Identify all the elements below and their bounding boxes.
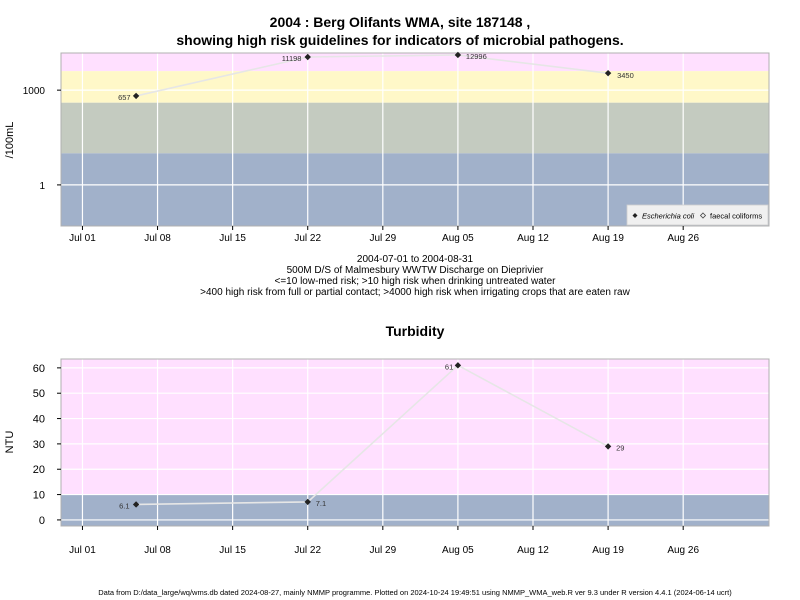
data-point-0-1 [304,53,311,61]
x-tick-label-0-1: Jul 08 [144,233,171,244]
x-tick-label-0-5: Aug 05 [442,233,474,244]
data-label-1-1: 7.1 [316,499,326,508]
legend-marker-0 [632,213,638,218]
y-tick-label-1-1: 10 [33,490,45,502]
data-point-0-0 [132,92,140,100]
data-label-0-1: 11198 [282,54,302,63]
chart-title-line2: showing high risk guidelines for indicat… [176,32,624,48]
series-line-1 [136,364,609,506]
data-point-1-0 [132,501,140,508]
data-label-0-3: 3450 [617,71,634,80]
footer-note: Data from D:/data_large/wq/wms.db dated … [98,588,732,597]
risk-guideline-2: >400 high risk from full or partial cont… [200,287,630,298]
y-tick-label-1-0: 0 [39,515,45,527]
date-range: 2004-07-01 to 2004-08-31 [356,254,474,265]
data-label-0-0: 657 [118,93,131,102]
data-label-1-2: 61 [445,362,453,371]
data-label-1-0: 6.1 [119,501,129,510]
x-tick-label-0-7: Aug 19 [592,233,624,244]
x-tick-label-0-3: Jul 22 [294,233,321,244]
x-tick-label-1-3: Jul 22 [294,545,321,556]
risk-band-0-0 [61,53,769,72]
data-point-1-3 [604,443,612,450]
plot-frame-1 [60,358,770,527]
y-axis-label-1: NTU [4,431,16,454]
x-tick-label-1-4: Jul 29 [369,545,396,556]
risk-band-1-1 [61,494,769,526]
x-tick-label-0-0: Jul 01 [69,233,96,244]
legend-label-1: faecal coliforms [710,212,762,221]
data-point-0-2 [454,51,462,59]
risk-band-0-1 [61,71,769,103]
x-tick-label-0-4: Jul 29 [369,233,396,244]
x-tick-label-1-5: Aug 05 [442,545,474,556]
x-tick-label-1-7: Aug 19 [592,545,624,556]
y-tick-label-1-4: 40 [33,414,45,426]
legend-label-0: Escherichia coli [642,212,694,221]
x-tick-label-1-6: Aug 12 [517,545,549,556]
data-label-1-3: 29 [616,443,624,452]
data-point-1-1 [304,498,311,506]
y-tick-label-1-2: 20 [33,464,45,476]
data-point-0-3 [604,69,612,77]
data-point-1-2 [454,362,462,369]
risk-guideline-1: <=10 low-med risk; >10 high risk when dr… [274,276,556,287]
risk-band-1-0 [61,359,769,495]
series-line-0 [135,54,609,97]
chart-title-line1: 2004 : Berg Olifants WMA, site 187148 , [269,14,531,30]
x-tick-label-0-8: Aug 26 [667,233,699,244]
y-tick-label-0-0: 1 [39,181,45,192]
y-tick-label-0-1: 1000 [23,86,46,97]
x-tick-label-1-0: Jul 01 [69,545,96,556]
legend-marker-1 [699,212,707,219]
x-tick-label-0-2: Jul 15 [219,233,246,244]
x-tick-label-1-2: Jul 15 [219,545,246,556]
turbidity-title: Turbidity [385,323,445,339]
legend-box [626,204,769,226]
x-tick-label-1-1: Jul 08 [144,545,171,556]
y-axis-label-0: /100mL [4,122,16,159]
x-tick-label-0-6: Aug 12 [517,233,549,244]
risk-band-0-2 [61,102,769,154]
plot-frame-0 [60,52,770,227]
x-tick-label-1-8: Aug 26 [667,545,699,556]
y-tick-label-1-6: 60 [33,363,45,375]
site-description: 500M D/S of Malmesbury WWTW Discharge on… [286,265,544,276]
data-label-0-2: 12996 [466,52,487,61]
y-tick-label-1-3: 30 [33,439,45,451]
y-tick-label-1-5: 50 [33,388,45,400]
